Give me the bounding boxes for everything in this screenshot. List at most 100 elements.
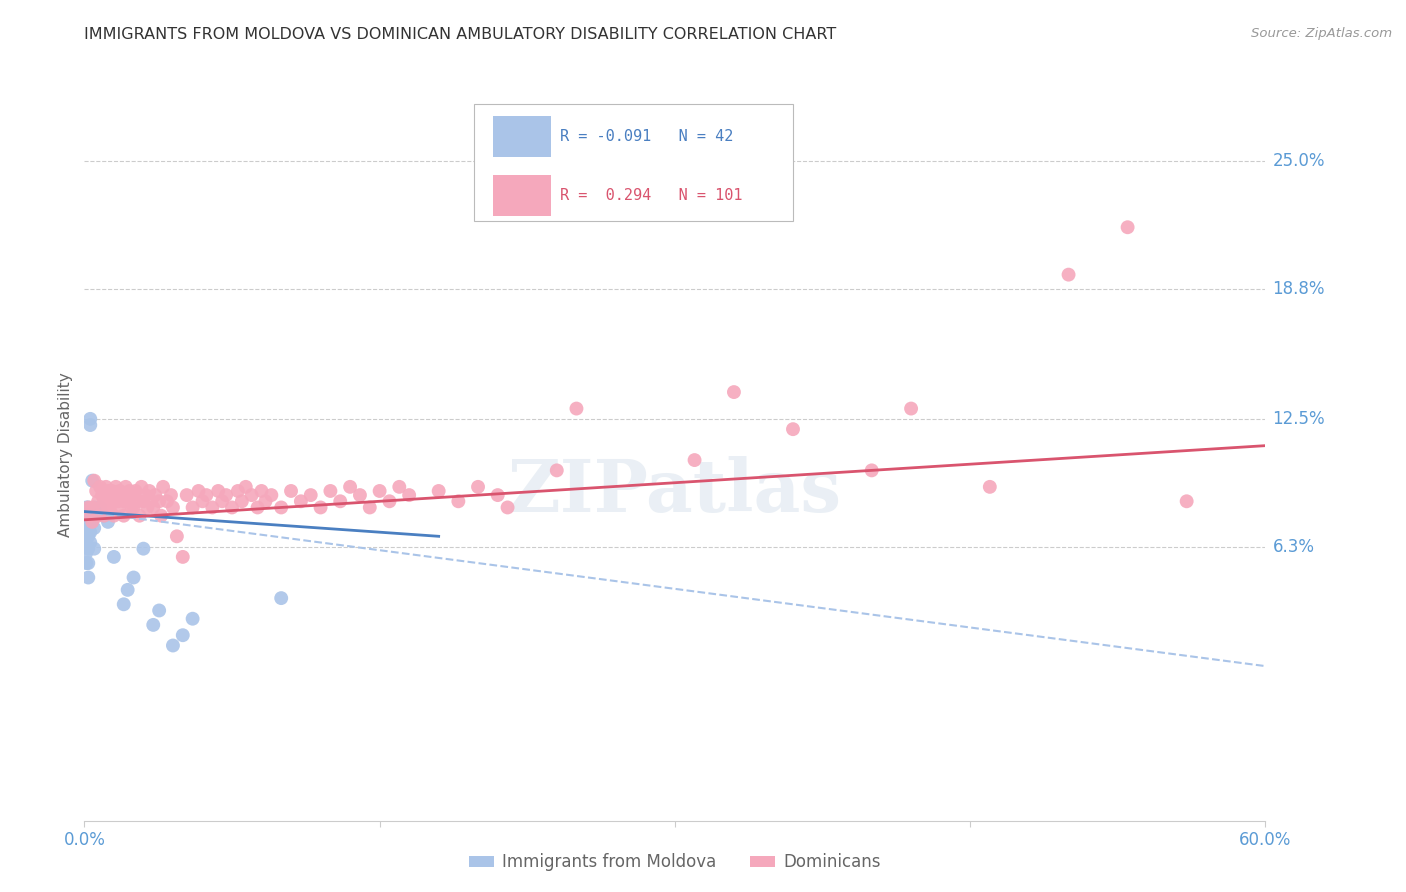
Point — [82, 505, 104, 519]
Point — [270, 591, 292, 606]
Point — [447, 494, 470, 508]
Point — [378, 494, 401, 508]
Point — [75, 500, 97, 515]
Point — [83, 474, 105, 488]
Point — [231, 494, 253, 508]
Point — [782, 422, 804, 436]
Point — [79, 505, 101, 519]
Point — [79, 525, 101, 540]
Point — [79, 535, 101, 549]
Point — [260, 488, 283, 502]
Point — [127, 494, 149, 508]
Point — [398, 488, 420, 502]
Point — [131, 480, 153, 494]
Point — [211, 494, 233, 508]
Point — [97, 515, 120, 529]
Text: 18.8%: 18.8% — [1272, 280, 1324, 298]
Point — [93, 508, 115, 523]
Point — [77, 508, 100, 523]
Legend: Immigrants from Moldova, Dominicans: Immigrants from Moldova, Dominicans — [463, 847, 887, 878]
Point — [280, 483, 302, 498]
Point — [77, 500, 100, 515]
Point — [89, 500, 111, 515]
Point — [107, 494, 129, 508]
Point — [166, 529, 188, 543]
Point — [181, 500, 204, 515]
Text: R =  0.294   N = 101: R = 0.294 N = 101 — [560, 187, 742, 202]
Point — [94, 494, 117, 508]
Point — [75, 556, 97, 570]
Point — [75, 521, 97, 535]
Point — [128, 508, 150, 523]
Point — [329, 494, 352, 508]
Point — [108, 483, 131, 498]
Point — [122, 488, 145, 502]
Point — [187, 483, 209, 498]
Point — [89, 480, 111, 494]
Point — [191, 494, 214, 508]
Point — [148, 494, 170, 508]
Point — [77, 515, 100, 529]
Point — [82, 515, 104, 529]
Point — [546, 463, 568, 477]
Point — [83, 500, 105, 515]
Point — [77, 529, 100, 543]
Point — [118, 483, 141, 498]
Point — [75, 508, 97, 523]
Point — [290, 494, 312, 508]
Point — [195, 488, 218, 502]
Point — [1116, 220, 1139, 235]
Point — [77, 521, 100, 535]
Point — [565, 401, 588, 416]
Point — [156, 494, 179, 508]
Point — [98, 488, 121, 502]
Point — [121, 500, 143, 515]
Point — [111, 488, 134, 502]
Point — [427, 483, 450, 498]
Point — [101, 483, 124, 498]
Point — [226, 483, 249, 498]
Point — [141, 494, 163, 508]
Point — [103, 549, 125, 564]
Point — [1057, 268, 1080, 282]
Point — [246, 500, 269, 515]
Point — [172, 549, 194, 564]
Point — [270, 500, 292, 515]
Point — [467, 480, 489, 494]
Point — [114, 480, 136, 494]
Point — [83, 521, 105, 535]
Point — [103, 494, 125, 508]
Text: R = -0.091   N = 42: R = -0.091 N = 42 — [560, 129, 734, 145]
Point — [79, 412, 101, 426]
Point — [235, 480, 257, 494]
Point — [91, 488, 114, 502]
Point — [104, 480, 127, 494]
Y-axis label: Ambulatory Disability: Ambulatory Disability — [58, 373, 73, 537]
Point — [136, 500, 159, 515]
Point — [181, 612, 204, 626]
Point — [79, 508, 101, 523]
Point — [339, 480, 361, 494]
Point — [87, 494, 110, 508]
Point — [1175, 494, 1198, 508]
Text: ZIPatlas: ZIPatlas — [508, 456, 842, 527]
Text: Source: ZipAtlas.com: Source: ZipAtlas.com — [1251, 27, 1392, 40]
Point — [83, 541, 105, 556]
Point — [134, 488, 156, 502]
Point — [143, 488, 166, 502]
Point — [112, 494, 135, 508]
Point — [117, 582, 139, 597]
Point — [97, 483, 120, 498]
Text: 6.3%: 6.3% — [1272, 538, 1315, 556]
Point — [319, 483, 342, 498]
Point — [87, 508, 110, 523]
Point — [91, 500, 114, 515]
Point — [79, 418, 101, 433]
Point — [162, 500, 184, 515]
Point — [132, 494, 155, 508]
Point — [486, 488, 509, 502]
Point — [142, 500, 165, 515]
Point — [79, 515, 101, 529]
Point — [152, 480, 174, 494]
Point — [75, 546, 97, 560]
